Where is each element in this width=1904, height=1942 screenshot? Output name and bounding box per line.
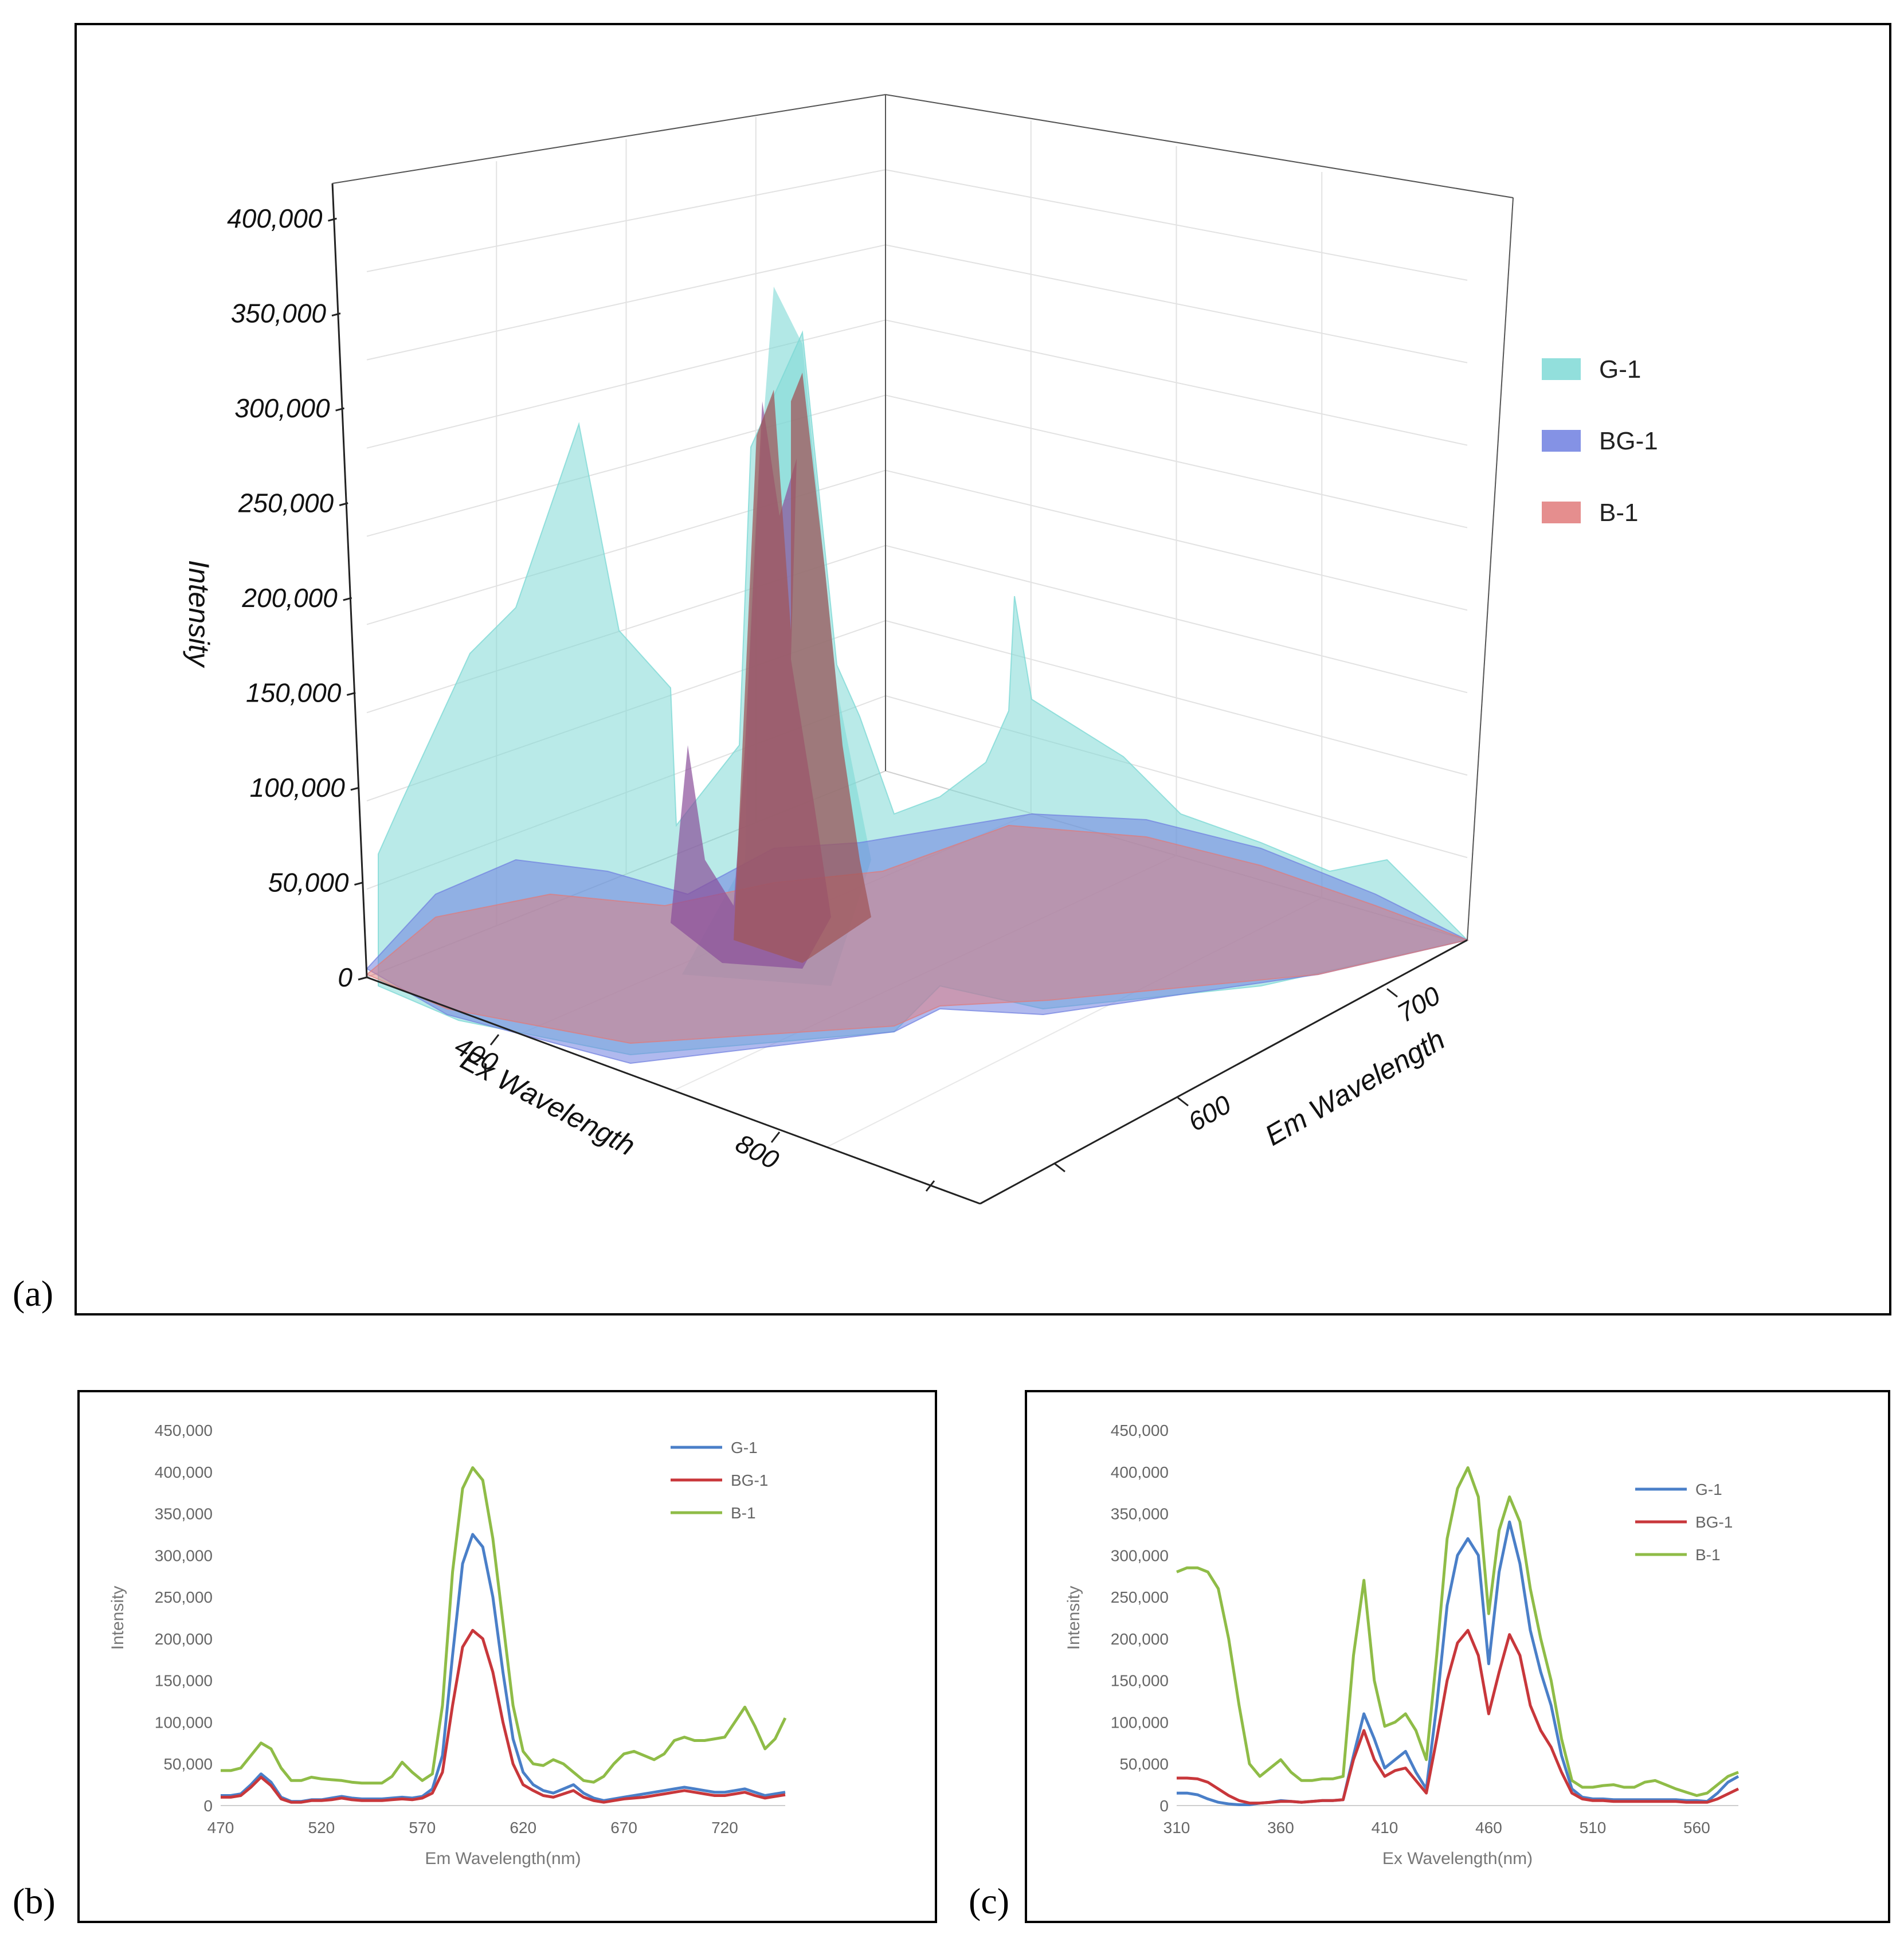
y-axis-label: Intensity xyxy=(108,1586,127,1650)
panel-a-label: (a) xyxy=(13,1273,54,1314)
legend-label: G-1 xyxy=(1695,1481,1722,1498)
x-tick-label: 410 xyxy=(1372,1819,1398,1837)
x-tick-label: 670 xyxy=(610,1819,637,1837)
series-line-G-1 xyxy=(1177,1520,1740,1806)
y-tick-label: 250,000 xyxy=(1111,1588,1169,1606)
y-tick-label: 0 xyxy=(203,1797,213,1815)
x-tick-label: 520 xyxy=(308,1819,335,1837)
x-tick-label: 620 xyxy=(510,1819,536,1837)
plot-area: 0 50,000 100,000 150,000 200,000 250,000 300,0… xyxy=(1064,1422,1740,1868)
x-tick-label: 360 xyxy=(1267,1819,1294,1837)
series-line-BG-1 xyxy=(1177,1628,1740,1805)
series-line-B-1 xyxy=(1176,1466,1739,1797)
series-line-B-1 xyxy=(221,1466,787,1785)
y-tick-label: 150,000 xyxy=(155,1672,213,1690)
panel-a-frame xyxy=(75,23,1891,1315)
y-tick-label: 100,000 xyxy=(1111,1713,1169,1731)
x-tick-label: 460 xyxy=(1475,1819,1502,1837)
y-tick-label: 400,000 xyxy=(155,1463,213,1481)
y-tick-label: 350,000 xyxy=(155,1505,213,1523)
legend-label: B-1 xyxy=(731,1504,756,1522)
x-axis-label: Em Wavelength(nm) xyxy=(425,1849,581,1868)
y-tick-label: 200,000 xyxy=(155,1630,213,1648)
panel-c-label: (c) xyxy=(969,1881,1010,1921)
y-axis-label: Intensity xyxy=(1064,1586,1083,1650)
x-tick-label: 570 xyxy=(409,1819,436,1837)
y-tick-label: 150,000 xyxy=(1111,1672,1169,1690)
panel-b-label: (b) xyxy=(13,1881,56,1921)
y-tick-label: 400,000 xyxy=(1111,1463,1169,1481)
legend-label: BG-1 xyxy=(731,1471,768,1489)
em-wavelength-line-chart: 0 50,000 100,000 150,000 200,000 250,000 300,0… xyxy=(108,1422,787,1868)
y-tick-label: 100,000 xyxy=(155,1713,213,1731)
x-axis-label: Ex Wavelength(nm) xyxy=(1382,1849,1533,1868)
y-tick-label: 50,000 xyxy=(1119,1755,1169,1773)
y-tick-label: 200,000 xyxy=(1111,1630,1169,1648)
series-line-BG-1 xyxy=(221,1628,786,1804)
legend: G-1 BG-1 B-1 xyxy=(1635,1481,1733,1564)
legend-label: B-1 xyxy=(1695,1546,1721,1564)
x-tick-label: 470 xyxy=(207,1819,234,1837)
plot-area: 0 50,000 100,000 150,000 200,000 250,000 300,0… xyxy=(108,1422,787,1868)
legend-label: BG-1 xyxy=(1695,1513,1733,1531)
x-tick-label: 720 xyxy=(711,1819,738,1837)
y-tick-label: 250,000 xyxy=(155,1588,213,1606)
y-tick-label: 300,000 xyxy=(155,1546,213,1564)
legend: G-1 BG-1 B-1 xyxy=(671,1439,768,1522)
series-line-G-1 xyxy=(221,1533,786,1803)
x-tick-label: 560 xyxy=(1683,1819,1710,1837)
x-tick-label: 310 xyxy=(1163,1819,1190,1837)
y-tick-label: 450,000 xyxy=(155,1422,213,1439)
y-tick-label: 0 xyxy=(1159,1797,1169,1815)
panel-c-frame xyxy=(1025,1390,1890,1923)
y-tick-label: 50,000 xyxy=(163,1755,213,1773)
y-tick-label: 450,000 xyxy=(1111,1422,1169,1439)
x-tick-label: 510 xyxy=(1580,1819,1607,1837)
legend-label: G-1 xyxy=(731,1439,758,1456)
y-tick-label: 350,000 xyxy=(1111,1505,1169,1523)
y-tick-label: 300,000 xyxy=(1111,1546,1169,1564)
ex-wavelength-line-chart: 0 50,000 100,000 150,000 200,000 250,000 300,0… xyxy=(1064,1422,1740,1868)
